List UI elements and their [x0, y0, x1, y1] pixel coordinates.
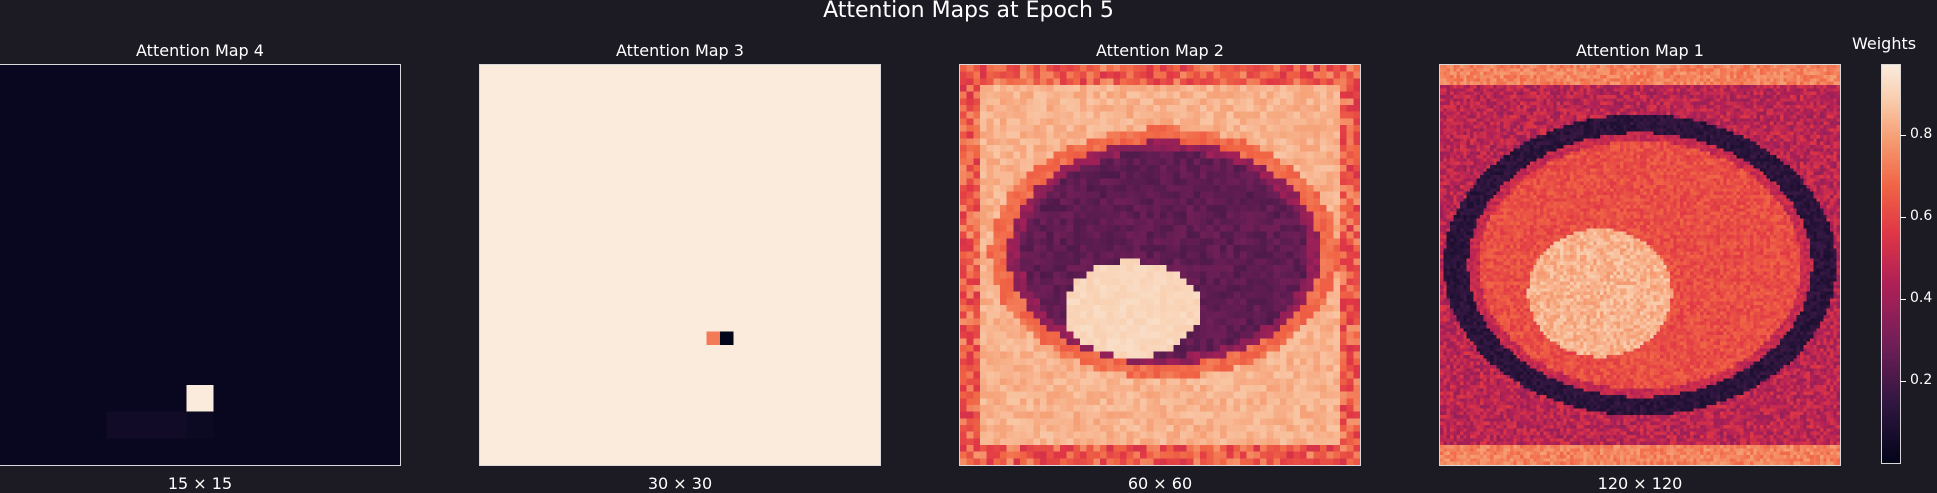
colorbar-label: Weights [1852, 34, 1917, 53]
panel-xlabel-map1: 120 × 120 [1597, 474, 1683, 493]
heatmap-map4 [0, 64, 401, 466]
panel-title-map3: Attention Map 3 [616, 41, 744, 60]
heatmap-map1 [1439, 64, 1841, 466]
colorbar-tick [1900, 216, 1906, 218]
colorbar-tick [1900, 134, 1906, 136]
panel-xlabel-map4: 15 × 15 [167, 474, 233, 493]
colorbar-tick-label: 0.2 [1910, 371, 1933, 388]
colorbar-tick-label: 0.4 [1910, 289, 1933, 306]
figure-title: Attention Maps at Epoch 5 [823, 0, 1114, 23]
colorbar [1881, 64, 1901, 464]
colorbar-tick [1900, 380, 1906, 382]
heatmap-map3 [479, 64, 881, 466]
panel-title-map4: Attention Map 4 [136, 41, 264, 60]
colorbar-tick-label: 0.8 [1910, 125, 1933, 142]
panel-title-map2: Attention Map 2 [1096, 41, 1224, 60]
colorbar-tick [1900, 298, 1906, 300]
heatmap-map2 [959, 64, 1361, 466]
panel-xlabel-map3: 30 × 30 [647, 474, 713, 493]
colorbar-tick-label: 0.6 [1910, 207, 1933, 224]
panel-title-map1: Attention Map 1 [1576, 41, 1704, 60]
panel-xlabel-map2: 60 × 60 [1127, 474, 1193, 493]
